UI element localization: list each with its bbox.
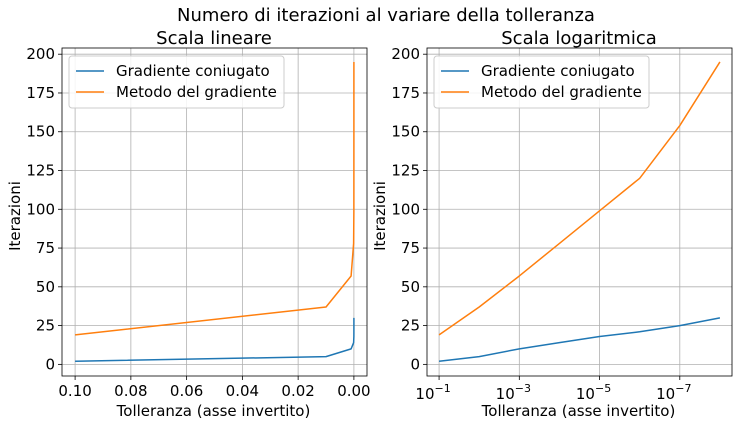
- y-tick-label: 25: [36, 317, 55, 335]
- legend-label: Gradiente coniugato: [481, 62, 635, 80]
- x-tick-label: 10−5: [576, 382, 611, 403]
- y-tick-label: 75: [36, 239, 55, 257]
- series-line-gradiente-coniugato: [438, 317, 721, 363]
- y-tick-label: 50: [401, 278, 420, 296]
- series-line-gradiente-coniugato: [75, 317, 355, 363]
- x-axis-label: Tolleranza (asse invertito): [116, 402, 311, 420]
- y-tick-label: 175: [391, 84, 420, 102]
- y-tick-label: 100: [26, 200, 55, 218]
- x-axis-label: Tolleranza (asse invertito): [481, 402, 676, 420]
- y-tick-label: 125: [26, 162, 55, 180]
- legend-label: Metodo del gradiente: [116, 83, 277, 101]
- y-tick-label: 100: [391, 200, 420, 218]
- x-tick-label: 0.08: [114, 382, 147, 400]
- x-tick-label: 0.02: [281, 382, 314, 400]
- x-tick-label: 0.04: [226, 382, 259, 400]
- y-tick-label: 200: [391, 45, 420, 63]
- y-tick-label: 75: [401, 239, 420, 257]
- chart-title: Scala logaritmica: [501, 28, 657, 49]
- series-line-metodo-del-gradiente: [438, 61, 721, 336]
- y-axis-label: Iterazioni: [6, 181, 24, 251]
- legend-box: [68, 55, 285, 109]
- chart-panel-1: 0.10 0.08 0.06 0.04 0.02 0.00 0 25 50 75 100 125 150…: [6, 28, 371, 420]
- figure-suptitle: Numero di iterazioni al variare della to…: [177, 5, 595, 26]
- x-tick-label: 0.06: [170, 382, 203, 400]
- y-tick-label: 50: [36, 278, 55, 296]
- chart-panel-2: 10−1 10−3 10−5 10−7 0 25 50 75 100 125 150 175 200 Sc…: [371, 28, 733, 420]
- x-tick-label: 0.10: [58, 382, 91, 400]
- series-line-metodo-del-gradiente: [75, 61, 355, 336]
- legend-box: [433, 55, 650, 109]
- y-axis-label: Iterazioni: [371, 181, 389, 251]
- axes-frame: [61, 47, 368, 377]
- y-tick-label: 25: [401, 317, 420, 335]
- y-tick-label: 175: [26, 84, 55, 102]
- legend-label: Gradiente coniugato: [116, 62, 270, 80]
- x-tick-label: 10−7: [656, 382, 691, 403]
- y-tick-label: 0: [45, 355, 55, 373]
- x-tick-label: 0.00: [337, 382, 370, 400]
- x-tick-label: 10−3: [496, 382, 531, 403]
- y-tick-label: 150: [391, 123, 420, 141]
- chart-title: Scala lineare: [156, 28, 272, 49]
- y-tick-label: 200: [26, 45, 55, 63]
- x-tick-label: 10−1: [415, 382, 450, 403]
- y-tick-label: 125: [391, 162, 420, 180]
- panels: 0.10 0.08 0.06 0.04 0.02 0.00 0 25 50 75 100 125 150…: [6, 28, 733, 420]
- legend: Gradiente coniugato Metodo del gradiente: [68, 55, 285, 109]
- axes-frame: [426, 47, 733, 377]
- y-tick-label: 0: [410, 355, 420, 373]
- legend: Gradiente coniugato Metodo del gradiente: [433, 55, 650, 109]
- y-tick-label: 150: [26, 123, 55, 141]
- legend-label: Metodo del gradiente: [481, 83, 642, 101]
